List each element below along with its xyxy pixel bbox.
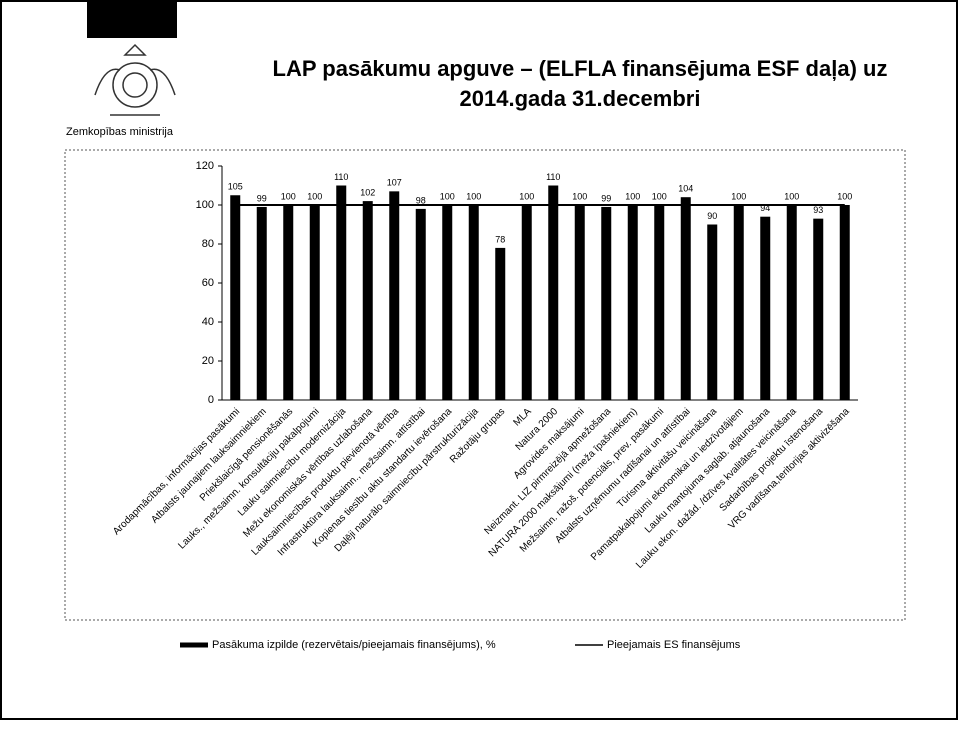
bar	[813, 218, 824, 400]
bar	[548, 185, 559, 400]
data-label: 102	[360, 187, 375, 197]
data-label: 107	[387, 178, 402, 188]
bar	[389, 191, 400, 400]
chart-frame	[64, 149, 906, 621]
bar	[733, 205, 744, 400]
emblem	[94, 43, 176, 116]
bar	[468, 205, 479, 400]
bar	[336, 185, 347, 400]
chart-title: 2014.gada 31.decembri	[460, 86, 701, 111]
bar	[362, 201, 373, 400]
data-label: 99	[257, 193, 267, 203]
organization: Zemkopības ministrija	[66, 126, 174, 138]
y-tick-label: 60	[202, 277, 214, 289]
bar	[680, 197, 691, 400]
y-tick-label: 40	[202, 316, 214, 328]
bar	[654, 205, 665, 400]
data-label: 110	[546, 172, 560, 182]
data-label: 100	[652, 191, 667, 201]
bar	[574, 205, 585, 400]
data-label: 100	[572, 191, 587, 201]
bar	[627, 205, 638, 400]
y-tick-label: 100	[196, 199, 214, 211]
y-tick-label: 0	[208, 394, 214, 406]
data-label: 105	[228, 182, 243, 192]
data-label: 100	[466, 191, 481, 201]
data-label: 94	[760, 203, 770, 213]
bar	[707, 224, 718, 400]
data-label: 100	[440, 191, 455, 201]
chart-title: LAP pasākumu apguve – (ELFLA finansējuma…	[273, 56, 888, 81]
legend-label: Pieejamais ES finansējums	[607, 639, 741, 651]
data-label: 100	[837, 191, 852, 201]
data-label: 100	[731, 191, 746, 201]
data-label: 100	[307, 191, 322, 201]
data-label: 100	[784, 191, 799, 201]
bar	[230, 195, 241, 400]
data-label: 100	[281, 191, 296, 201]
bar	[283, 205, 294, 400]
bar	[415, 208, 426, 400]
bar	[839, 205, 850, 400]
data-label: 98	[416, 195, 426, 205]
bar	[786, 205, 797, 400]
bar	[442, 205, 453, 400]
bar	[521, 205, 532, 400]
bar	[256, 206, 267, 400]
data-label: 93	[813, 205, 823, 215]
bar	[760, 216, 771, 400]
header-block	[87, 2, 177, 38]
y-tick-label: 20	[202, 355, 214, 367]
bar	[601, 206, 612, 400]
data-label: 104	[678, 184, 693, 194]
bar	[495, 247, 506, 400]
data-label: 99	[601, 193, 611, 203]
bar	[309, 205, 320, 400]
y-tick-label: 120	[196, 160, 214, 172]
data-label: 90	[707, 211, 717, 221]
y-tick-label: 80	[202, 238, 214, 250]
data-label: 78	[495, 234, 505, 244]
legend-label: Pasākuma izpilde (rezervētais/pieejamais…	[212, 639, 496, 651]
data-label: 100	[625, 191, 640, 201]
data-label: 100	[519, 191, 534, 201]
data-label: 110	[334, 172, 348, 182]
